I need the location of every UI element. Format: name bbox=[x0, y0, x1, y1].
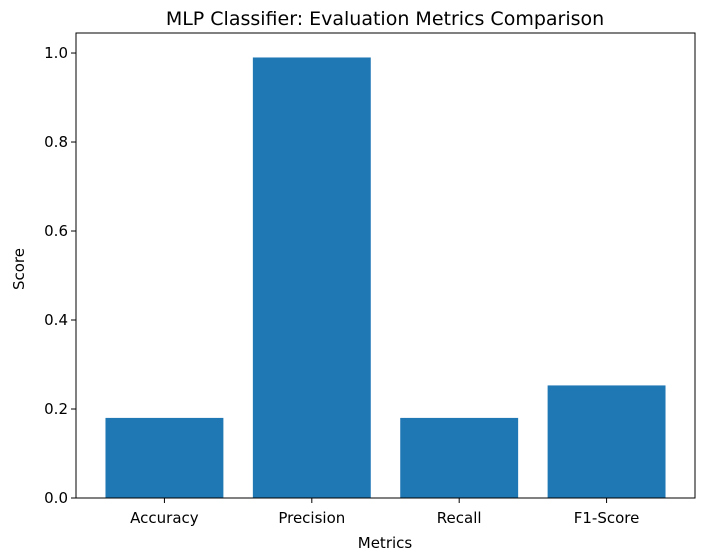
y-tick-label: 0.2 bbox=[44, 400, 68, 418]
y-tick-label: 0.0 bbox=[44, 489, 68, 507]
bars-group bbox=[105, 57, 666, 498]
x-tick-label: Accuracy bbox=[130, 509, 199, 527]
y-axis-label: Score bbox=[10, 248, 28, 290]
bar-f1-score bbox=[547, 385, 666, 498]
y-tick-label: 0.4 bbox=[44, 311, 68, 329]
y-tick-label: 1.0 bbox=[44, 44, 68, 62]
x-tick-label: Recall bbox=[437, 509, 482, 527]
bar-precision bbox=[252, 57, 371, 498]
chart-title: MLP Classifier: Evaluation Metrics Compa… bbox=[166, 8, 604, 30]
y-tick-label: 0.6 bbox=[44, 222, 68, 240]
x-ticks-group: Accuracy Precision Recall F1-Score bbox=[130, 498, 639, 527]
y-tick-label: 0.8 bbox=[44, 133, 68, 151]
bar-recall bbox=[400, 417, 519, 498]
bar-accuracy bbox=[105, 417, 224, 498]
x-tick-label: Precision bbox=[278, 509, 345, 527]
y-ticks-group: 0.0 0.2 0.4 0.6 0.8 1.0 bbox=[44, 44, 76, 507]
plot-frame bbox=[75, 32, 696, 499]
x-axis-label: Metrics bbox=[358, 534, 413, 552]
x-tick-label: F1-Score bbox=[574, 509, 640, 527]
